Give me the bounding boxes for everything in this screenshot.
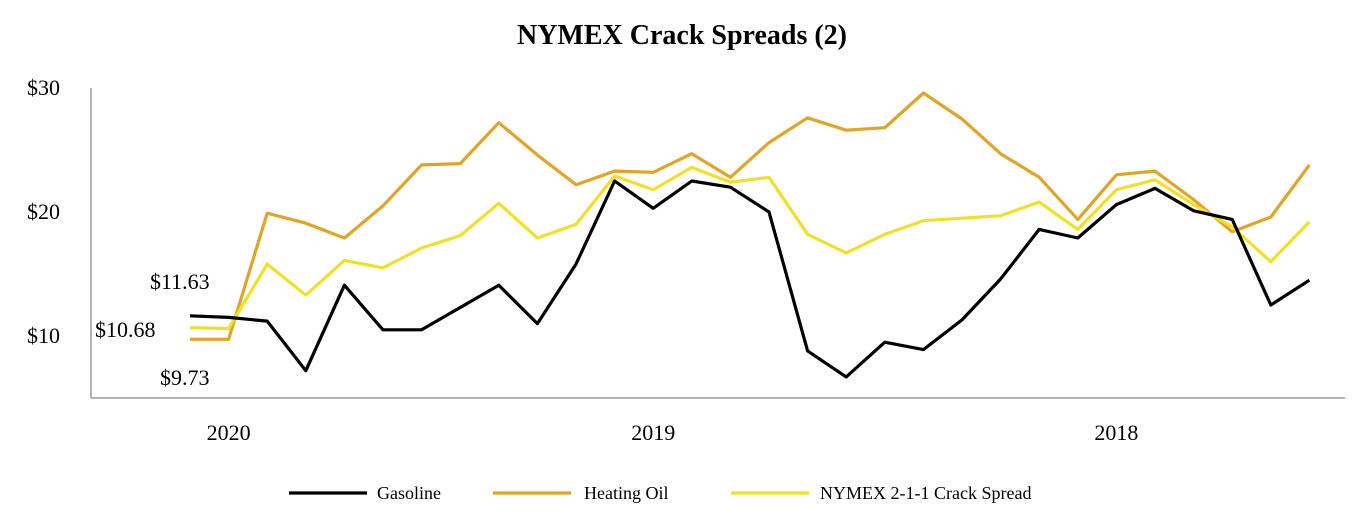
x-axis: 2020 2019 2018	[91, 397, 1345, 445]
series-line-gasoline	[189, 179, 1311, 379]
legend-label: Gasoline	[377, 483, 441, 503]
x-tick-label: 2018	[1094, 420, 1138, 445]
series-layer	[189, 91, 1311, 379]
legend-item-gasoline: Gasoline	[289, 483, 441, 503]
chart-title: NYMEX Crack Spreads (2)	[517, 20, 847, 51]
annotation-heating-oil: $9.73	[160, 365, 210, 390]
y-tick-label: $30	[27, 75, 60, 100]
y-tick-label: $20	[27, 199, 60, 224]
series-line-nymex-2-1-1-crack-spread	[189, 165, 1311, 331]
legend-item-nymex-2-1-1-crack-spread: NYMEX 2-1-1 Crack Spread	[731, 483, 1031, 503]
legend-label: Heating Oil	[584, 483, 668, 503]
annotation-nymex-2-1-1-crack-spread: $10.68	[95, 317, 156, 342]
series-line-heating-oil	[190, 91, 1311, 341]
y-tick-label: $10	[27, 323, 60, 348]
annotation-gasoline: $11.63	[150, 269, 210, 294]
legend: Gasoline Heating Oil NYMEX 2-1-1 Crack Spr…	[289, 483, 1031, 503]
x-tick-label: 2019	[631, 420, 675, 445]
annotation-layer: $11.63 $10.68$9.73	[95, 269, 210, 390]
legend-item-heating-oil: Heating Oil	[493, 483, 668, 503]
legend-label: NYMEX 2-1-1 Crack Spread	[820, 483, 1031, 503]
y-axis: $30 $20 $10	[27, 75, 92, 398]
x-tick-label: 2020	[207, 420, 251, 445]
